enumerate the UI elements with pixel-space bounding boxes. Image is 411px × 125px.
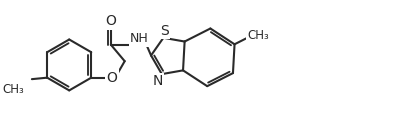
Text: S: S [160,24,169,38]
Text: CH₃: CH₃ [247,29,269,42]
Text: CH₃: CH₃ [2,83,24,96]
Text: NH: NH [130,32,149,45]
Text: O: O [105,14,116,28]
Text: N: N [153,74,163,88]
Text: O: O [106,71,117,85]
